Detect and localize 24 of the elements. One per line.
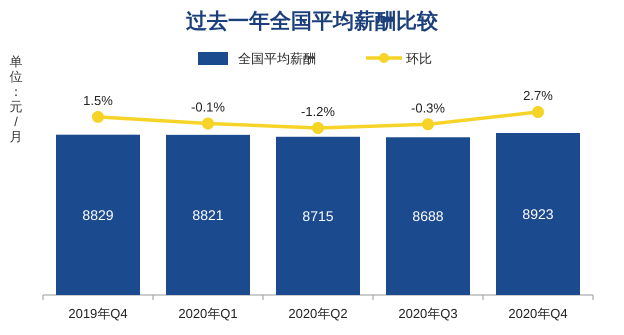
data-label: 8829 <box>82 206 114 223</box>
data-label: 2.7% <box>523 88 554 103</box>
chart-title: 过去一年全国平均薪酬比较 <box>185 10 439 33</box>
y-axis-title: 单位：元/月 <box>10 54 22 144</box>
x-tick-label: 2019年Q4 <box>68 306 128 321</box>
data-label: -0.1% <box>191 99 226 114</box>
x-tick-label: 2020年Q2 <box>288 306 348 321</box>
data-label: -1.2% <box>301 104 336 119</box>
data-label: 8821 <box>192 206 224 223</box>
data-label: 1.5% <box>83 92 114 108</box>
x-tick-label: 2020年Q1 <box>178 306 238 321</box>
legend-label: 全国平均薪酬 <box>238 51 316 66</box>
data-label: -0.3% <box>411 100 446 116</box>
point <box>312 122 324 134</box>
point <box>202 117 214 130</box>
x-tick-label: 2020年Q4 <box>508 306 568 321</box>
data-label: 8688 <box>412 208 444 224</box>
point <box>92 110 104 123</box>
data-label: 8923 <box>522 206 554 222</box>
data-label: 8715 <box>302 208 334 224</box>
point <box>422 118 434 130</box>
point <box>532 106 544 118</box>
legend-label: 环比 <box>406 51 432 66</box>
x-tick-label: 2020年Q3 <box>398 306 458 321</box>
